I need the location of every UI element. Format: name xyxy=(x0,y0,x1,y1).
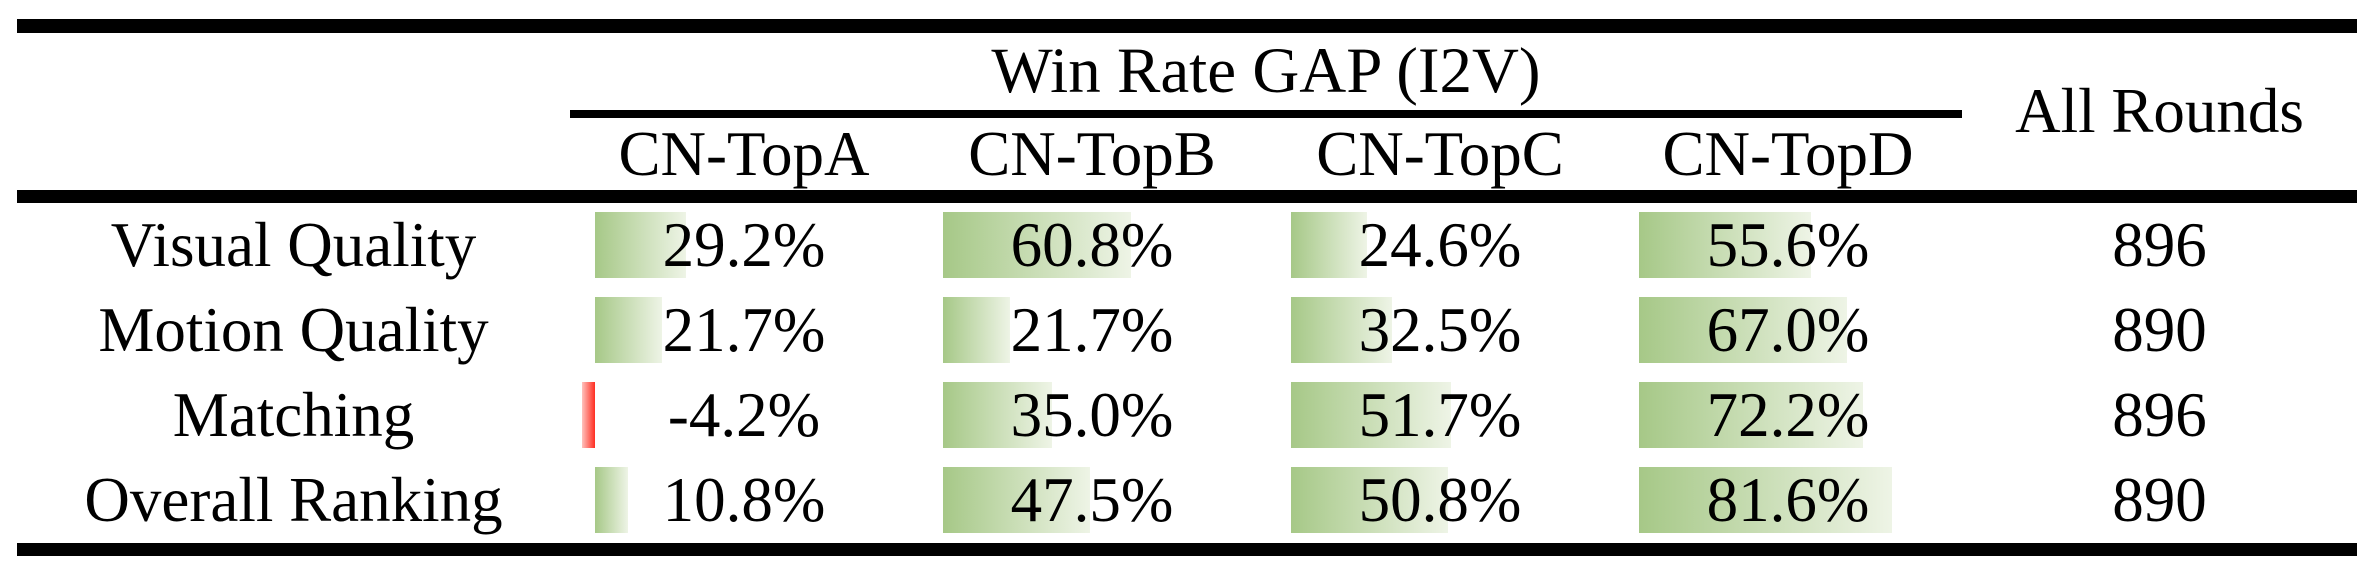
value-text: 50.8% xyxy=(1358,465,1522,535)
value-text: 32.5% xyxy=(1358,295,1522,365)
data-bar xyxy=(1639,382,1863,448)
value-text: 67.0% xyxy=(1706,295,1870,365)
col-header-all-rounds: All Rounds xyxy=(2015,76,2304,146)
data-bar xyxy=(1639,212,1812,278)
value-text: 81.6% xyxy=(1706,465,1870,535)
table-row-overall-ranking: Overall Ranking 10.8% 47.5% 50.8% 81.6% … xyxy=(17,458,2374,543)
group-header-title: Win Rate GAP (I2V) xyxy=(570,33,1962,118)
data-bar xyxy=(1639,467,1892,533)
row-label: Visual Quality xyxy=(110,210,477,280)
value-text: 51.7% xyxy=(1358,380,1522,450)
value-cell: 32.5% xyxy=(1266,288,1614,373)
table-header: Win Rate GAP (I2V) CN-TopA CN-TopB CN-To… xyxy=(17,33,2374,190)
value-text: 47.5% xyxy=(1010,465,1174,535)
all-rounds-cell: 890 xyxy=(2112,295,2207,365)
row-label: Matching xyxy=(172,380,415,450)
data-bar xyxy=(943,467,1091,533)
all-rounds-cell: 896 xyxy=(2112,380,2207,450)
all-rounds-cell: 890 xyxy=(2112,465,2207,535)
value-cell: 67.0% xyxy=(1614,288,1962,373)
value-cell: 55.6% xyxy=(1614,203,1962,288)
row-label: Motion Quality xyxy=(98,295,489,365)
data-bar xyxy=(595,467,629,533)
value-cell: 51.7% xyxy=(1266,373,1614,458)
value-text: 21.7% xyxy=(1010,295,1174,365)
col-header-cn-topc: CN-TopC xyxy=(1316,118,1564,189)
value-text: 10.8% xyxy=(662,465,826,535)
value-cell: -4.2% xyxy=(570,373,918,458)
value-text: 72.2% xyxy=(1706,380,1870,450)
value-cell: 21.7% xyxy=(918,288,1266,373)
value-cell: 29.2% xyxy=(570,203,918,288)
data-bar xyxy=(595,212,686,278)
value-cell: 81.6% xyxy=(1614,458,1962,543)
table-row-visual-quality: Visual Quality 29.2% 60.8% 24.6% 55.6% 8… xyxy=(17,203,2374,288)
value-cell: 21.7% xyxy=(570,288,918,373)
value-cell: 35.0% xyxy=(918,373,1266,458)
header-body-rule xyxy=(17,190,2357,203)
data-bar xyxy=(1291,297,1392,363)
value-text: 60.8% xyxy=(1010,210,1174,280)
all-rounds-cell: 896 xyxy=(2112,210,2207,280)
column-header-row: CN-TopA CN-TopB CN-TopC CN-TopD xyxy=(570,118,1962,190)
col-header-cn-topb: CN-TopB xyxy=(968,118,1216,189)
data-bar xyxy=(943,297,1011,363)
value-text: 55.6% xyxy=(1706,210,1870,280)
value-text: -4.2% xyxy=(667,380,821,450)
value-cell: 72.2% xyxy=(1614,373,1962,458)
value-text: 35.0% xyxy=(1010,380,1174,450)
corner-cell xyxy=(17,33,570,190)
col-header-cn-topd: CN-TopD xyxy=(1662,118,1914,189)
col-header-cn-topa: CN-TopA xyxy=(618,118,870,189)
table-row-matching: Matching -4.2% 35.0% 51.7% 72.2% 896 xyxy=(17,373,2374,458)
table-row-motion-quality: Motion Quality 21.7% 21.7% 32.5% 67.0% 8… xyxy=(17,288,2374,373)
top-rule xyxy=(17,19,2357,33)
data-bar xyxy=(1639,297,1847,363)
value-cell: 24.6% xyxy=(1266,203,1614,288)
row-label: Overall Ranking xyxy=(84,465,503,535)
data-bar xyxy=(943,382,1052,448)
data-bar xyxy=(595,297,663,363)
data-bar xyxy=(1291,467,1449,533)
value-cell: 60.8% xyxy=(918,203,1266,288)
value-text: 24.6% xyxy=(1358,210,1522,280)
value-text: 21.7% xyxy=(662,295,826,365)
data-bar xyxy=(1291,212,1368,278)
value-cell: 10.8% xyxy=(570,458,918,543)
data-bar xyxy=(1291,382,1452,448)
value-text: 29.2% xyxy=(662,210,826,280)
data-bar xyxy=(943,212,1132,278)
bottom-rule xyxy=(17,543,2357,556)
value-cell: 47.5% xyxy=(918,458,1266,543)
data-bar xyxy=(581,382,595,448)
group-header-block: Win Rate GAP (I2V) CN-TopA CN-TopB CN-To… xyxy=(570,33,1962,190)
value-cell: 50.8% xyxy=(1266,458,1614,543)
